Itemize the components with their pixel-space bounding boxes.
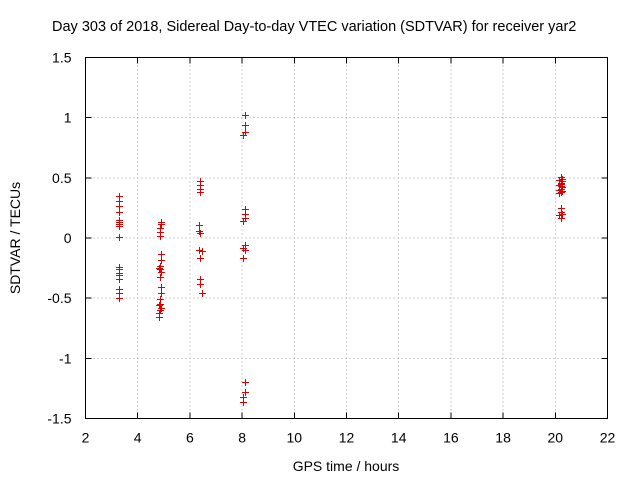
- data-point: [197, 189, 204, 196]
- data-point: [558, 215, 565, 222]
- y-tick-label: 0.5: [52, 170, 72, 186]
- data-point: [240, 218, 247, 225]
- data-point: [242, 112, 249, 119]
- x-tick-label: 4: [134, 430, 142, 446]
- data-point: [156, 265, 163, 272]
- data-point: [158, 284, 165, 291]
- data-point: [199, 248, 206, 255]
- data-point: [556, 190, 563, 197]
- data-point: [199, 290, 206, 297]
- x-tick-label: 22: [600, 430, 616, 446]
- data-point: [242, 122, 249, 129]
- data-point: [158, 251, 165, 258]
- data-point: [197, 281, 204, 288]
- data-point: [158, 290, 165, 297]
- data-point: [197, 230, 204, 237]
- x-tick-label: 16: [443, 430, 459, 446]
- data-point: [197, 255, 204, 262]
- y-tick-label: -1.5: [47, 411, 71, 427]
- data-point: [196, 247, 203, 254]
- data-point: [116, 295, 123, 302]
- chart-title: Day 303 of 2018, Sidereal Day-to-day VTE…: [52, 19, 576, 35]
- data-point: [158, 269, 165, 276]
- y-axis-label: SDTVAR / TECUs: [7, 182, 23, 294]
- x-tick-label: 20: [548, 430, 564, 446]
- data-point: [158, 257, 165, 264]
- axis-ticks: 2 4 6 8 10 12 14 16 18 20 22 -1.5 -1 -0.5 0 0.5 1 1.5: [47, 50, 615, 446]
- data-point: [156, 314, 163, 321]
- data-point: [242, 379, 249, 386]
- data-point: [116, 223, 123, 230]
- y-tick-label: 1: [64, 110, 72, 126]
- data-point: [242, 389, 249, 396]
- data-point: [196, 222, 203, 229]
- data-point: [240, 132, 247, 139]
- data-point: [242, 247, 249, 254]
- y-tick-label: -0.5: [47, 290, 71, 306]
- data-points: [116, 112, 566, 406]
- x-tick-label: 12: [339, 430, 355, 446]
- data-point: [116, 234, 123, 241]
- data-point: [240, 255, 247, 262]
- data-point: [559, 211, 566, 218]
- y-tick-label: 1.5: [52, 50, 72, 66]
- data-point: [158, 221, 165, 228]
- data-point: [116, 276, 123, 283]
- x-tick-label: 6: [186, 430, 194, 446]
- x-axis-label: GPS time / hours: [293, 458, 400, 474]
- y-tick-label: 0: [64, 230, 72, 246]
- plot-frame: [85, 57, 608, 419]
- y-tick-label: -1: [59, 350, 72, 366]
- data-point: [116, 203, 123, 210]
- data-point: [157, 233, 164, 240]
- data-point: [157, 266, 164, 273]
- grid: [85, 57, 608, 419]
- x-tick-label: 18: [495, 430, 511, 446]
- x-tick-label: 2: [82, 430, 90, 446]
- data-point: [157, 301, 164, 308]
- x-tick-label: 10: [287, 430, 303, 446]
- x-tick-label: 14: [391, 430, 407, 446]
- data-point: [116, 209, 123, 216]
- data-point: [240, 399, 247, 406]
- data-point: [157, 274, 164, 281]
- x-tick-label: 8: [238, 430, 246, 446]
- data-point: [157, 307, 164, 314]
